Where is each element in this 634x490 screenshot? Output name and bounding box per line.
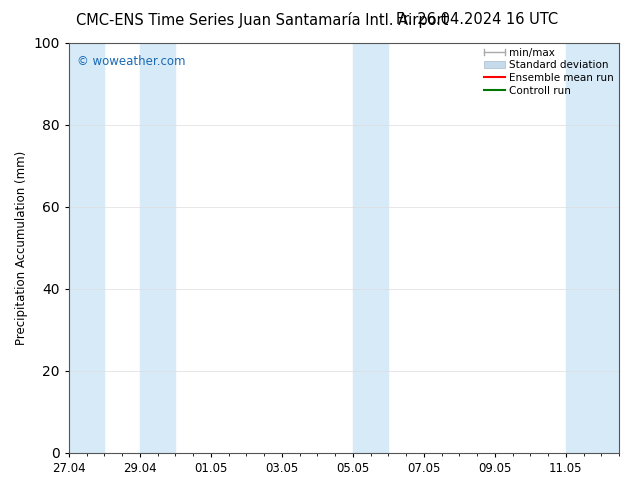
Text: © woweather.com: © woweather.com — [77, 55, 186, 68]
Legend: min/max, Standard deviation, Ensemble mean run, Controll run: min/max, Standard deviation, Ensemble me… — [482, 46, 616, 98]
Bar — [69, 43, 105, 453]
Text: Fr. 26.04.2024 16 UTC: Fr. 26.04.2024 16 UTC — [396, 12, 558, 27]
Bar — [353, 43, 389, 453]
Bar — [140, 43, 176, 453]
Y-axis label: Precipitation Accumulation (mm): Precipitation Accumulation (mm) — [15, 150, 28, 345]
Bar — [566, 43, 619, 453]
Text: CMC-ENS Time Series Juan Santamaría Intl. Airport: CMC-ENS Time Series Juan Santamaría Intl… — [76, 12, 448, 28]
